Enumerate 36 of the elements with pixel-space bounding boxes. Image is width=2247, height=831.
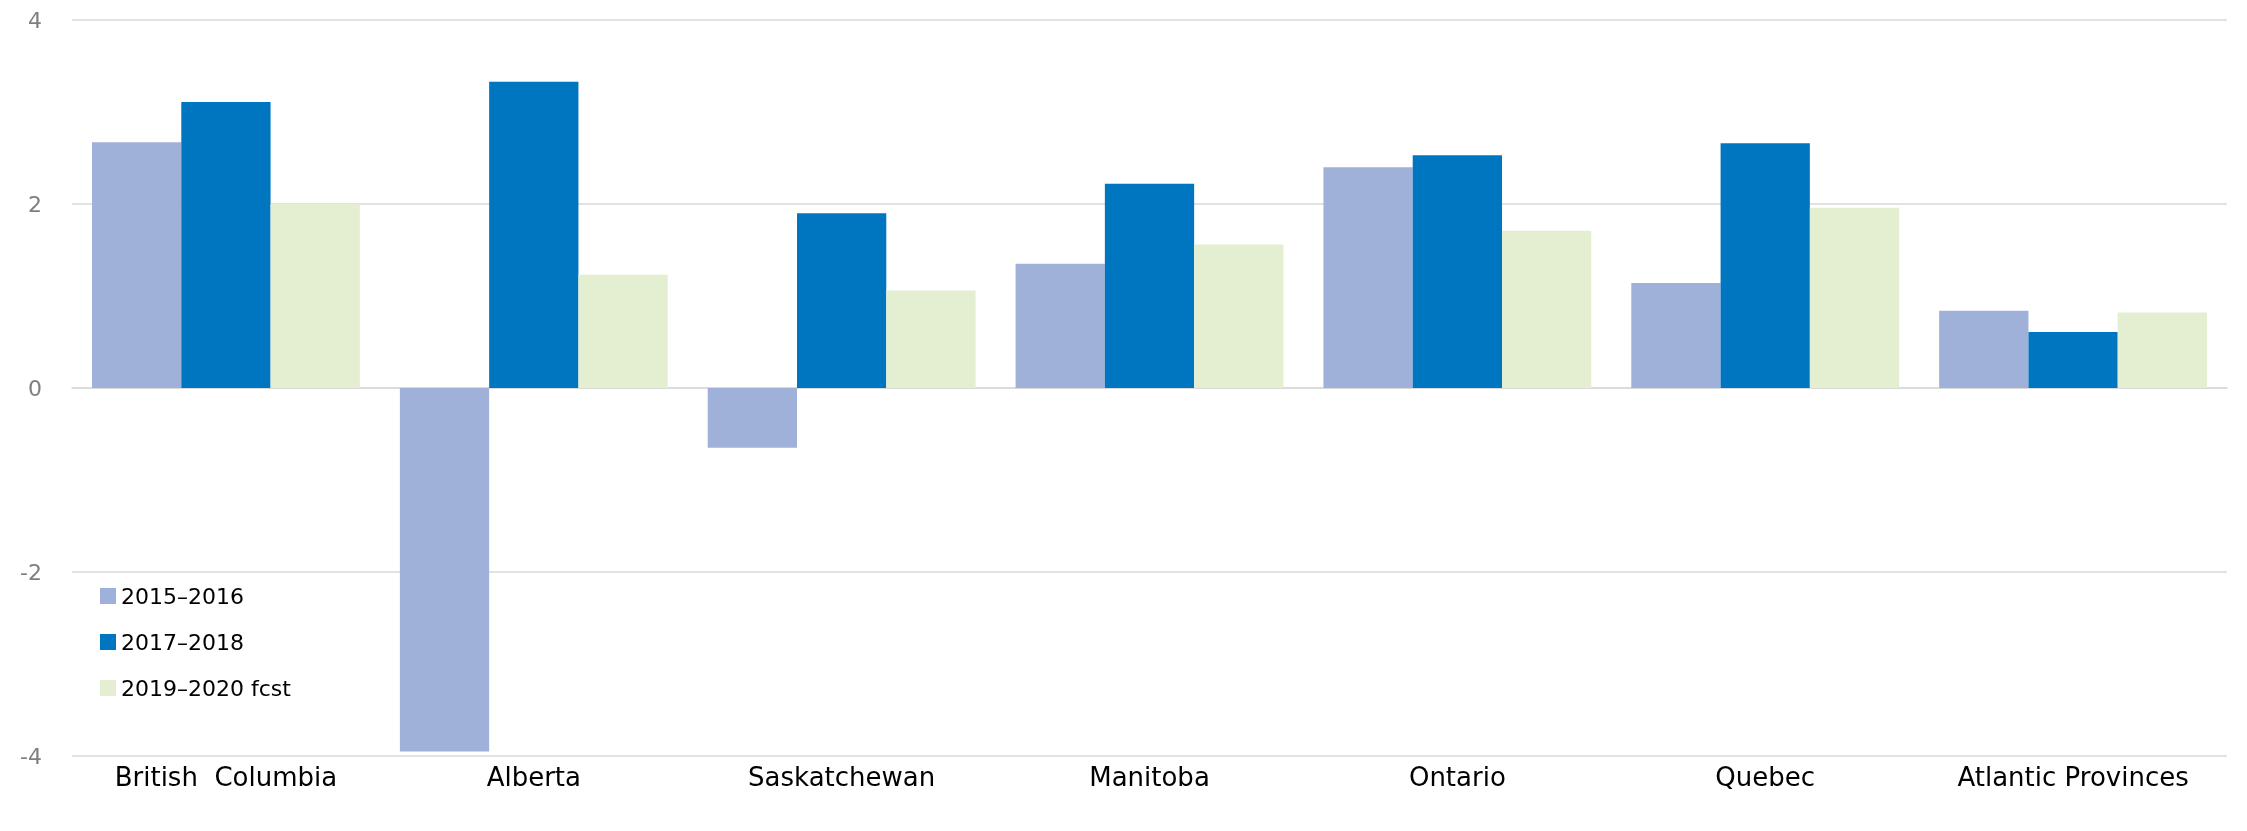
y-tick-label: 0 [28,375,42,401]
legend-label: 2015–2016 [121,583,244,609]
y-tick-label: 4 [28,7,42,33]
bar [1412,155,1502,388]
bar [1720,143,1810,388]
y-tick-label: -2 [20,559,42,585]
bar [1104,183,1195,388]
bar [489,81,579,388]
x-tick-label: Quebec [1715,762,1816,792]
x-tick-label: Atlantic Provinces [1957,762,2189,792]
bar [707,388,797,448]
bar [886,290,976,388]
bar [399,388,490,752]
x-tick-label: Ontario [1408,762,1506,792]
bar [578,274,668,388]
legend-label: 2017–2018 [121,629,244,655]
bar [1015,263,1105,388]
legend-label: 2019–2020 fcst [121,675,292,701]
bar [797,213,887,388]
y-tick-label: 2 [28,191,42,217]
x-tick-label: Alberta [486,762,581,792]
bar [2117,312,2207,388]
bar [2028,331,2118,388]
x-tick-label: Saskatchewan [748,762,936,792]
bar [92,142,182,388]
bar [181,101,271,388]
bar [1809,207,1900,388]
y-tick-label: -4 [20,743,42,769]
bar [1194,244,1284,388]
bar [1939,310,2029,388]
x-tick-label: British Columbia [114,762,338,792]
x-tick-label: Manitoba [1089,762,1210,792]
bar [1323,167,1413,388]
bar [1631,283,1721,388]
bar [1502,230,1592,388]
bar [270,204,360,388]
